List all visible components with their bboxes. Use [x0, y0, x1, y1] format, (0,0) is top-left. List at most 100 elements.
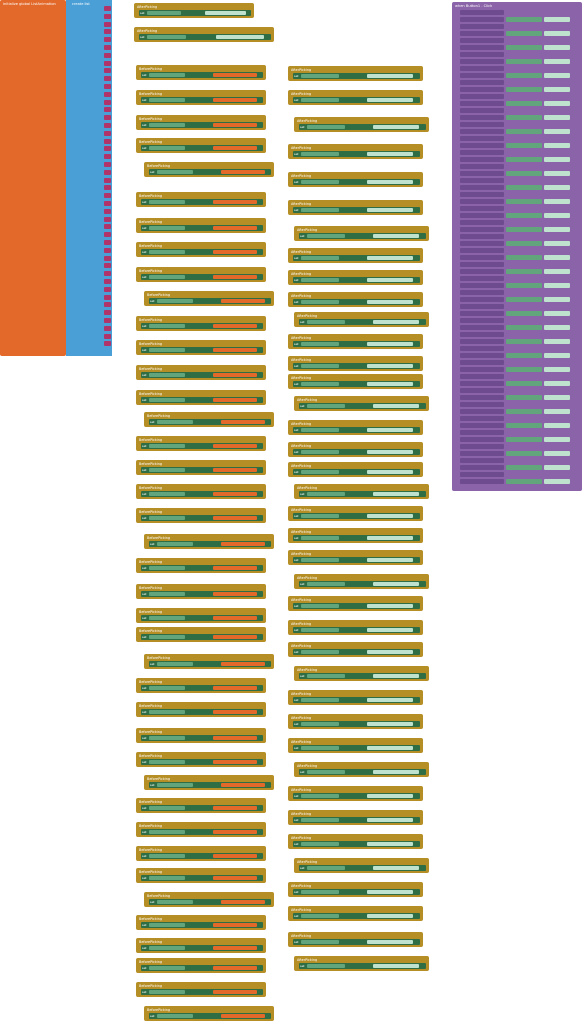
bluetooth-call-pill[interactable]	[460, 248, 504, 253]
selection-pill[interactable]	[373, 964, 420, 968]
selection-pill[interactable]	[373, 404, 420, 408]
list-item-block[interactable]	[104, 279, 111, 284]
set-statement[interactable]: set	[299, 403, 426, 409]
selection-pill[interactable]	[544, 311, 570, 316]
bluetooth-call-pill[interactable]	[460, 262, 504, 267]
get-global-pill[interactable]	[212, 760, 257, 764]
selection-pill[interactable]	[367, 558, 414, 562]
bluetooth-call-pill[interactable]	[460, 465, 504, 470]
component-pill[interactable]	[149, 760, 186, 764]
selection-pill[interactable]	[367, 842, 414, 846]
after-picking-event[interactable]: AfterPicking set	[288, 374, 423, 389]
bluetooth-call-pill[interactable]	[460, 206, 504, 211]
selection-pill[interactable]	[544, 185, 570, 190]
set-statement[interactable]: set	[141, 515, 263, 521]
component-pill[interactable]	[301, 722, 339, 726]
component-pill[interactable]	[149, 200, 186, 204]
list-item-block[interactable]	[104, 169, 111, 175]
bluetooth-call-pill[interactable]	[460, 297, 504, 302]
selection-pill[interactable]	[544, 423, 570, 428]
get-global-pill[interactable]	[220, 420, 265, 424]
set-statement[interactable]: set	[141, 225, 263, 231]
component-pill[interactable]	[149, 854, 186, 858]
after-picking-event[interactable]: AfterPicking set	[288, 144, 423, 159]
selection-pill[interactable]	[373, 125, 420, 129]
set-statement[interactable]: set	[139, 34, 271, 40]
set-statement[interactable]: set	[149, 782, 271, 788]
bluetooth-call-pill[interactable]	[460, 73, 504, 78]
list-item-block[interactable]	[104, 302, 111, 308]
set-statement[interactable]: set	[141, 945, 263, 951]
get-global-pill[interactable]	[212, 616, 257, 620]
bluetooth-call-pill[interactable]	[460, 346, 504, 351]
list-item-block[interactable]	[104, 318, 111, 323]
bluetooth-call-pill[interactable]	[460, 220, 504, 225]
after-picking-event[interactable]: AfterPicking set	[294, 956, 429, 971]
set-statement[interactable]: set	[141, 122, 263, 128]
component-pill[interactable]	[157, 662, 194, 666]
component-pill[interactable]	[149, 492, 186, 496]
before-picking-event[interactable]: BeforePicking set	[136, 752, 266, 767]
bluetooth-call-pill[interactable]	[460, 213, 504, 218]
set-statement[interactable]: set	[293, 913, 420, 919]
selection-pill[interactable]	[373, 770, 420, 774]
component-pill[interactable]	[301, 746, 339, 750]
bluetooth-call-pill[interactable]	[460, 164, 504, 169]
bluetooth-call-pill[interactable]	[460, 311, 504, 316]
set-statement[interactable]: set	[141, 145, 263, 151]
set-statement[interactable]: set	[293, 745, 420, 751]
selection-pill[interactable]	[544, 73, 570, 78]
listpicker-pill[interactable]	[506, 59, 542, 64]
after-picking-event[interactable]: AfterPicking set	[294, 312, 429, 327]
bluetooth-call-pill[interactable]	[460, 115, 504, 120]
selection-pill[interactable]	[544, 17, 570, 22]
selection-pill[interactable]	[544, 381, 570, 386]
bluetooth-call-pill[interactable]	[460, 304, 504, 309]
component-pill[interactable]	[301, 914, 339, 918]
set-statement[interactable]: set	[149, 419, 271, 425]
get-global-pill[interactable]	[220, 1014, 265, 1018]
after-picking-event[interactable]: AfterPicking set	[288, 596, 423, 611]
set-statement[interactable]: set	[293, 603, 420, 609]
list-item-block[interactable]	[104, 115, 111, 121]
bluetooth-call-pill[interactable]	[460, 143, 504, 148]
before-picking-event[interactable]: BeforePicking set	[144, 162, 274, 177]
selection-pill[interactable]	[367, 604, 414, 608]
set-statement[interactable]: set	[141, 443, 263, 449]
set-statement[interactable]: set	[141, 965, 263, 971]
set-statement[interactable]: set	[149, 169, 271, 175]
list-item-block[interactable]	[104, 271, 111, 277]
bluetooth-call-pill[interactable]	[460, 458, 504, 463]
listpicker-pill[interactable]	[506, 73, 542, 78]
listpicker-pill[interactable]	[506, 213, 542, 218]
before-picking-event[interactable]: BeforePicking set	[136, 460, 266, 475]
component-pill[interactable]	[301, 342, 339, 346]
list-item-block[interactable]	[104, 294, 111, 300]
component-pill[interactable]	[301, 818, 339, 822]
after-picking-event[interactable]: AfterPicking set	[294, 226, 429, 241]
component-pill[interactable]	[149, 444, 186, 448]
component-pill[interactable]	[149, 73, 186, 77]
bluetooth-call-pill[interactable]	[460, 199, 504, 204]
before-picking-event[interactable]: BeforePicking set	[136, 218, 266, 233]
bluetooth-call-pill[interactable]	[460, 10, 504, 15]
after-picking-event[interactable]: AfterPicking set	[288, 66, 423, 81]
get-global-pill[interactable]	[212, 923, 257, 927]
component-pill[interactable]	[301, 470, 339, 474]
bluetooth-call-pill[interactable]	[460, 416, 504, 421]
get-global-pill[interactable]	[212, 226, 257, 230]
before-picking-event[interactable]: BeforePicking set	[136, 846, 266, 861]
component-pill[interactable]	[149, 516, 186, 520]
after-picking-event[interactable]: AfterPicking set	[288, 334, 423, 349]
get-global-pill[interactable]	[212, 946, 257, 950]
selection-pill[interactable]	[544, 339, 570, 344]
bluetooth-call-pill[interactable]	[460, 129, 504, 134]
component-pill[interactable]	[301, 558, 339, 562]
before-picking-event[interactable]: BeforePicking set	[136, 728, 266, 743]
before-picking-event[interactable]: BeforePicking set	[136, 138, 266, 153]
bluetooth-call-pill[interactable]	[460, 185, 504, 190]
component-pill[interactable]	[301, 842, 339, 846]
selection-pill[interactable]	[367, 722, 414, 726]
listpicker-pill[interactable]	[506, 325, 542, 330]
component-pill[interactable]	[149, 226, 186, 230]
